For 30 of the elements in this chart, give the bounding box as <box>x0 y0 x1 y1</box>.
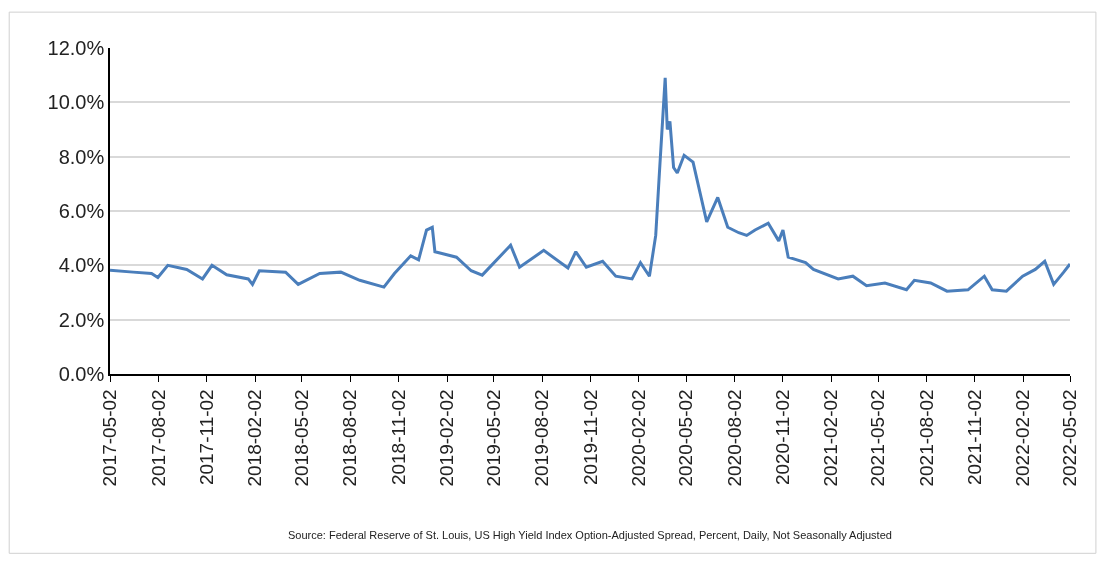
x-tick-label: 2018-08-02 <box>339 389 361 487</box>
y-tick-label: 12.0% <box>47 37 105 59</box>
x-tick-label: 2022-02-02 <box>1012 389 1034 487</box>
x-tick-label: 2020-11-02 <box>772 389 794 486</box>
y-tick-label: 6.0% <box>58 200 105 222</box>
y-tick-label: 2.0% <box>58 308 105 331</box>
x-tick-label: 2019-08-02 <box>531 389 553 487</box>
x-tick-label: 2021-05-02 <box>867 389 889 487</box>
x-tick-label: 2020-08-02 <box>723 389 745 487</box>
x-tick-label: 2020-05-02 <box>675 389 697 487</box>
y-tick-label: 10.0% <box>47 91 105 114</box>
y-tick-label: 0.0% <box>58 363 105 385</box>
x-tick-label: 2019-11-02 <box>579 389 601 486</box>
x-tick-label: 2017-11-02 <box>195 389 217 486</box>
x-tick-label: 2019-05-02 <box>482 389 504 487</box>
x-tick-label: 2021-02-02 <box>820 389 842 487</box>
x-tick-label: 2017-05-02 <box>99 389 121 487</box>
x-tick-label: 2017-08-02 <box>147 389 169 487</box>
y-tick-label: 4.0% <box>58 254 105 277</box>
x-tick-label: 2021-08-02 <box>915 389 937 487</box>
line-series <box>110 76 1070 293</box>
y-tick-label: 8.0% <box>58 145 105 168</box>
x-tick-label: 2020-02-02 <box>628 389 650 487</box>
x-tick-label: 2018-02-02 <box>244 389 266 487</box>
x-tick-label: 2018-05-02 <box>291 389 313 487</box>
x-tick-label: 2022-05-02 <box>1059 389 1081 487</box>
x-tick-label: 2019-02-02 <box>436 389 458 487</box>
x-tick-label: 2018-11-02 <box>387 389 409 486</box>
x-tick-label: 2021-11-02 <box>964 389 986 486</box>
source-note: Source: Federal Reserve of St. Louis, US High Yield Index Option-Adjusted Spread, Percent, Daily, Not Seasonally Adjusted <box>288 529 892 541</box>
